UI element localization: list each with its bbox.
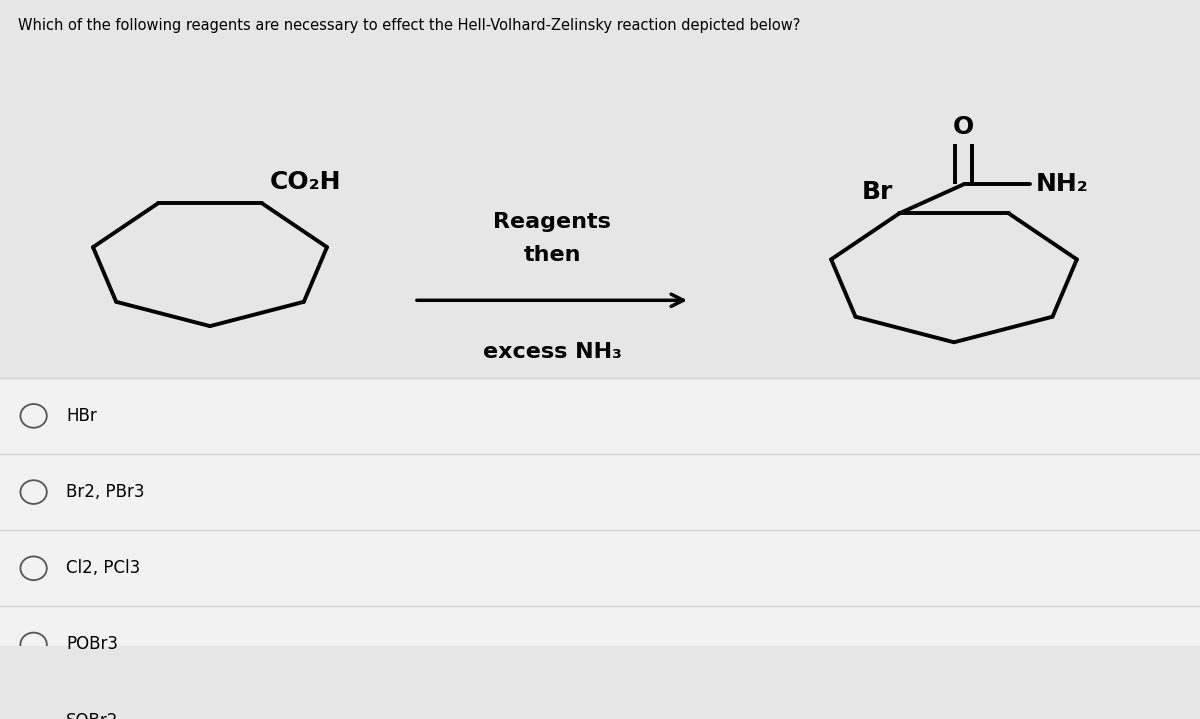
- Text: NH₂: NH₂: [1036, 173, 1088, 196]
- FancyBboxPatch shape: [0, 0, 1200, 377]
- Text: Which of the following reagents are necessary to effect the Hell-Volhard-Zelinsk: Which of the following reagents are nece…: [18, 18, 800, 33]
- Text: O: O: [953, 115, 974, 139]
- Text: then: then: [523, 244, 581, 265]
- Text: Reagents: Reagents: [493, 213, 611, 232]
- Text: CO₂H: CO₂H: [269, 170, 341, 193]
- Text: SOBr2: SOBr2: [66, 712, 119, 719]
- Text: Br2, PBr3: Br2, PBr3: [66, 483, 144, 501]
- Text: POBr3: POBr3: [66, 636, 118, 654]
- Text: HBr: HBr: [66, 407, 97, 425]
- Text: Br: Br: [862, 180, 893, 203]
- Text: excess NH₃: excess NH₃: [482, 342, 622, 362]
- FancyBboxPatch shape: [0, 377, 1200, 646]
- Text: Cl2, PCl3: Cl2, PCl3: [66, 559, 140, 577]
